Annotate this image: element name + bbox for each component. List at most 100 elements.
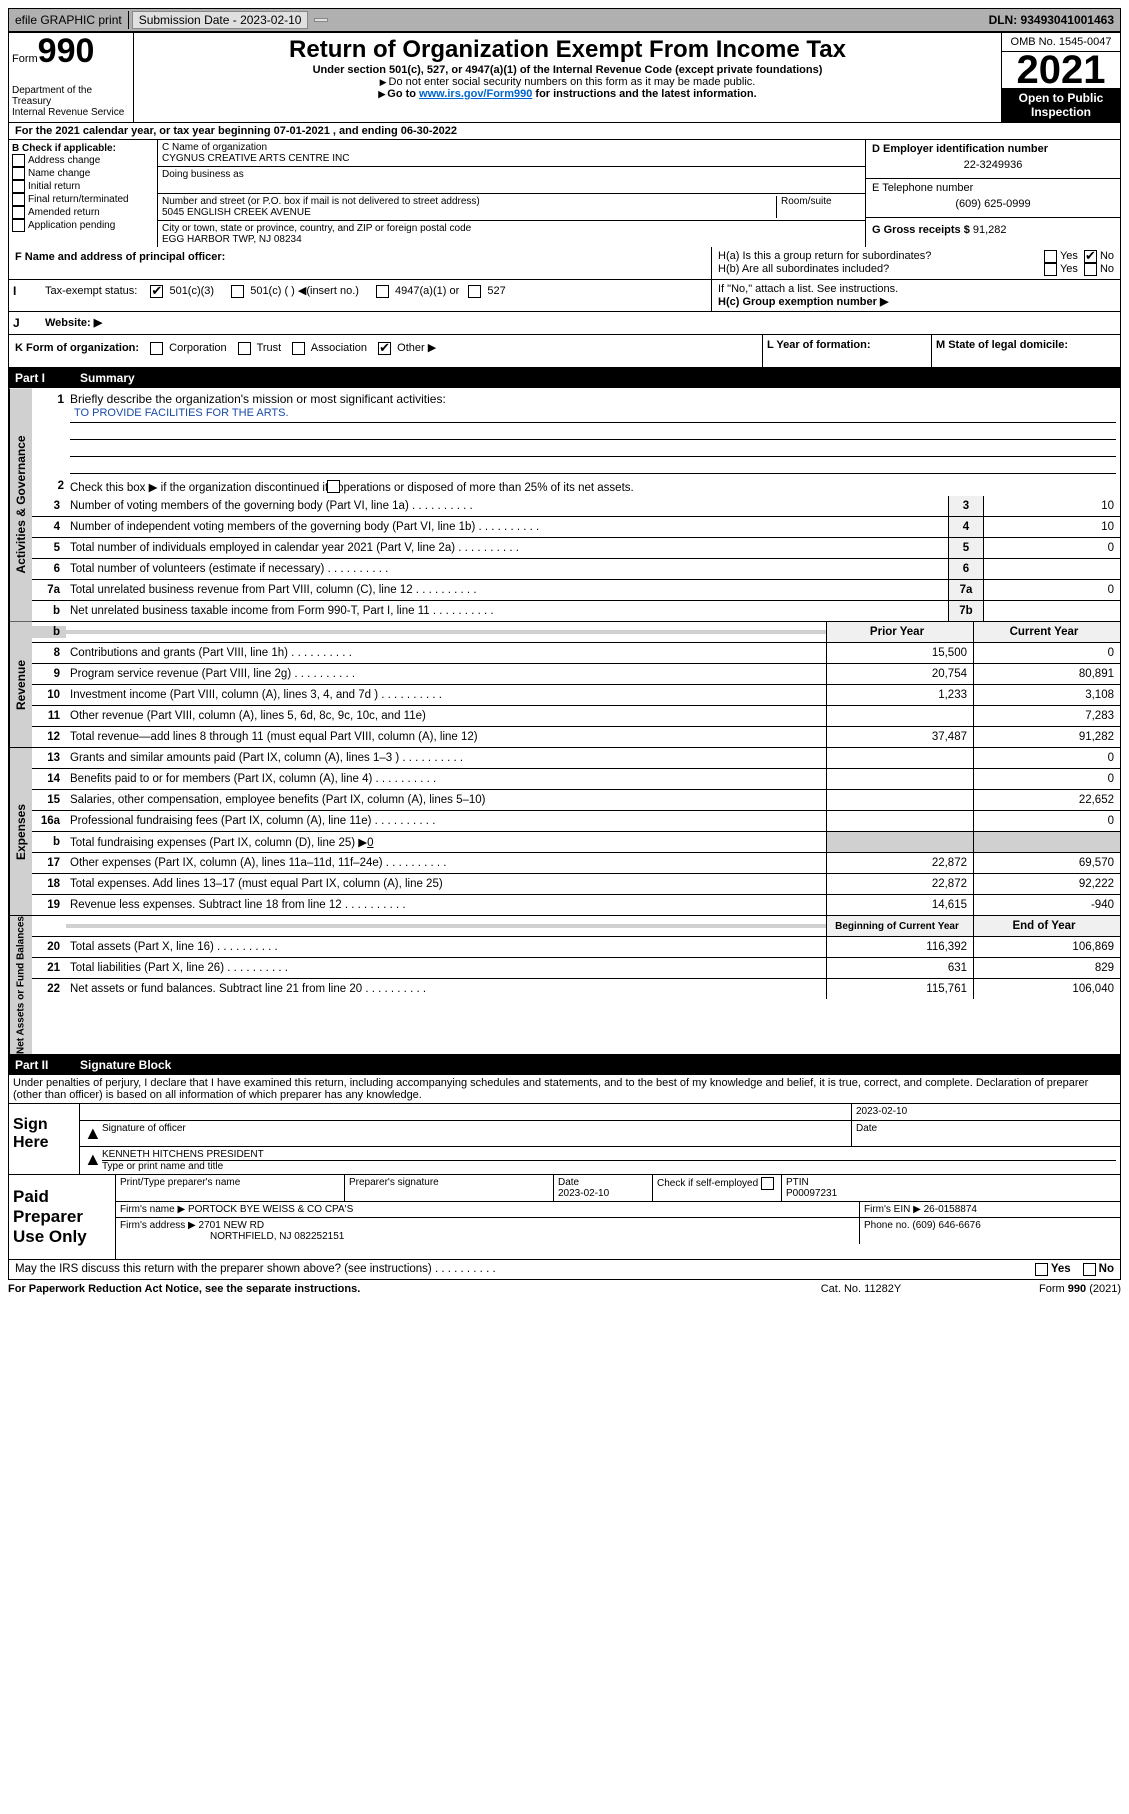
- check-final: Final return/terminated: [12, 193, 154, 206]
- tax-status: Tax-exempt status: 501(c)(3) 501(c) ( ) …: [41, 280, 711, 311]
- sig-officer-label: Signature of officer: [98, 1121, 852, 1146]
- section-b: B Check if applicable: Address change Na…: [9, 140, 157, 247]
- line-21: 21Total liabilities (Part X, line 26)631…: [32, 958, 1120, 979]
- self-employed: Check if self-employed: [653, 1175, 782, 1201]
- part1-label: Part I: [15, 371, 80, 385]
- dln-label: DLN: 93493041001463: [983, 11, 1120, 29]
- submission-date-button[interactable]: Submission Date - 2023-02-10: [132, 11, 309, 29]
- line-15: 15Salaries, other compensation, employee…: [32, 790, 1120, 811]
- netassets-section: Net Assets or Fund Balances Beginning of…: [8, 916, 1121, 1055]
- section-m: M State of legal domicile:: [931, 335, 1120, 367]
- dept-label: Department of the Treasury: [12, 85, 130, 107]
- line-12: 12Total revenue—add lines 8 through 11 (…: [32, 727, 1120, 747]
- check-address: Address change: [12, 154, 154, 167]
- line-6: 6Total number of volunteers (estimate if…: [32, 559, 1120, 580]
- firm-phone: (609) 646-6676: [912, 1220, 980, 1231]
- header-center: Return of Organization Exempt From Incom…: [134, 33, 1001, 122]
- section-g: G Gross receipts $ 91,282: [866, 218, 1120, 242]
- line-4: 4Number of independent voting members of…: [32, 517, 1120, 538]
- expenses-body: 13Grants and similar amounts paid (Part …: [32, 748, 1120, 915]
- sign-here-block: Sign Here 2023-02-10 ▲ Signature of offi…: [8, 1104, 1121, 1175]
- irs-link[interactable]: www.irs.gov/Form990: [419, 88, 532, 100]
- part1-title: Summary: [80, 371, 135, 385]
- section-b-label: B Check if applicable:: [12, 143, 154, 154]
- preparer-label: Paid Preparer Use Only: [9, 1175, 116, 1259]
- section-h: H(a) Is this a group return for subordin…: [711, 247, 1120, 279]
- j-label: J: [9, 312, 41, 334]
- line-3: 3Number of voting members of the governi…: [32, 496, 1120, 517]
- part2-label: Part II: [15, 1058, 80, 1072]
- check-name: Name change: [12, 167, 154, 180]
- revenue-section: Revenue bPrior YearCurrent Year 8Contrib…: [8, 622, 1121, 748]
- check-amended: Amended return: [12, 206, 154, 219]
- line-5: 5Total number of individuals employed in…: [32, 538, 1120, 559]
- addr-label: Number and street (or P.O. box if mail i…: [162, 196, 776, 207]
- line-20: 20Total assets (Part X, line 16)116,3921…: [32, 937, 1120, 958]
- line-9: 9Program service revenue (Part VIII, lin…: [32, 664, 1120, 685]
- header-left: Form990 Department of the Treasury Inter…: [9, 33, 134, 122]
- activities-body: 1 Briefly describe the organization's mi…: [32, 388, 1120, 621]
- check-pending: Application pending: [12, 219, 154, 232]
- line-17: 17Other expenses (Part IX, column (A), l…: [32, 853, 1120, 874]
- firm-addr: 2701 NEW RD: [199, 1220, 265, 1231]
- check-initial: Initial return: [12, 180, 154, 193]
- org-info-block: B Check if applicable: Address change Na…: [8, 140, 1121, 247]
- line-2: 2 Check this box ▶ if the organization d…: [32, 474, 1120, 496]
- revenue-body: bPrior YearCurrent Year 8Contributions a…: [32, 622, 1120, 747]
- phone-label: E Telephone number: [872, 182, 1114, 194]
- org-name-label: C Name of organization: [162, 142, 861, 153]
- ptin-value: P00097231: [786, 1188, 1116, 1199]
- line-13: 13Grants and similar amounts paid (Part …: [32, 748, 1120, 769]
- officer-name: KENNETH HITCHENS PRESIDENT: [102, 1149, 1116, 1161]
- blank-button[interactable]: [314, 18, 328, 22]
- form-sub1: Under section 501(c), 527, or 4947(a)(1)…: [144, 64, 991, 76]
- i-label: I: [9, 280, 41, 311]
- f-h-block: F Name and address of principal officer:…: [8, 247, 1121, 280]
- declaration-text: Under penalties of perjury, I declare th…: [8, 1075, 1121, 1104]
- expenses-vert-label: Expenses: [9, 748, 32, 915]
- firm-ein: 26-0158874: [924, 1204, 977, 1215]
- line-8: 8Contributions and grants (Part VIII, li…: [32, 643, 1120, 664]
- form-sub2: Do not enter social security numbers on …: [144, 76, 991, 88]
- city-label: City or town, state or province, country…: [162, 223, 861, 234]
- inspection-label: Open to Public Inspection: [1002, 88, 1120, 122]
- na-header: Beginning of Current YearEnd of Year: [32, 916, 1120, 937]
- section-a: For the 2021 calendar year, or tax year …: [8, 123, 1121, 140]
- line-7a: 7aTotal unrelated business revenue from …: [32, 580, 1120, 601]
- mission-text: TO PROVIDE FACILITIES FOR THE ARTS.: [70, 406, 1116, 423]
- header-right: OMB No. 1545-0047 2021 Open to Public In…: [1001, 33, 1120, 122]
- tax-year: 2021: [1002, 52, 1120, 88]
- mission-q: Briefly describe the organization's miss…: [70, 392, 1116, 406]
- org-name-row: C Name of organization CYGNUS CREATIVE A…: [158, 140, 865, 167]
- part2-header: Part II Signature Block: [8, 1055, 1121, 1075]
- form-number: 990: [38, 32, 95, 70]
- ein-value: 22-3249936: [872, 155, 1114, 175]
- form-label: Form: [12, 53, 38, 65]
- line-10: 10Investment income (Part VIII, column (…: [32, 685, 1120, 706]
- footer: For Paperwork Reduction Act Notice, see …: [8, 1280, 1121, 1298]
- line-1: 1 Briefly describe the organization's mi…: [32, 388, 1120, 474]
- rev-header: bPrior YearCurrent Year: [32, 622, 1120, 643]
- ein-label: D Employer identification number: [872, 143, 1114, 155]
- addr-value: 5045 ENGLISH CREEK AVENUE: [162, 207, 776, 218]
- discuss-row: May the IRS discuss this return with the…: [8, 1260, 1121, 1280]
- city-row: City or town, state or province, country…: [158, 221, 865, 247]
- klm-row: K Form of organization: Corporation Trus…: [8, 335, 1121, 368]
- prep-sig-label: Preparer's signature: [345, 1175, 554, 1201]
- irs-label: Internal Revenue Service: [12, 107, 130, 118]
- netassets-vert-label: Net Assets or Fund Balances: [9, 916, 32, 1054]
- firm-name: PORTOCK BYE WEISS & CO CPA'S: [188, 1204, 353, 1215]
- org-name: CYGNUS CREATIVE ARTS CENTRE INC: [162, 153, 861, 164]
- section-c: C Name of organization CYGNUS CREATIVE A…: [157, 140, 865, 247]
- h-note: If "No," attach a list. See instructions…: [711, 280, 1120, 311]
- expenses-section: Expenses 13Grants and similar amounts pa…: [8, 748, 1121, 916]
- section-a-text: For the 2021 calendar year, or tax year …: [15, 125, 457, 137]
- prep-name-label: Print/Type preparer's name: [116, 1175, 345, 1201]
- officer-name-label: Type or print name and title: [102, 1161, 1116, 1172]
- section-f: F Name and address of principal officer:: [9, 247, 711, 279]
- section-k: K Form of organization: Corporation Trus…: [9, 335, 762, 367]
- website-label: Website: ▶: [41, 312, 1120, 334]
- city-value: EGG HARBOR TWP, NJ 08234: [162, 234, 861, 245]
- netassets-body: Beginning of Current YearEnd of Year 20T…: [32, 916, 1120, 1054]
- h-a-row: H(a) Is this a group return for subordin…: [718, 250, 1114, 263]
